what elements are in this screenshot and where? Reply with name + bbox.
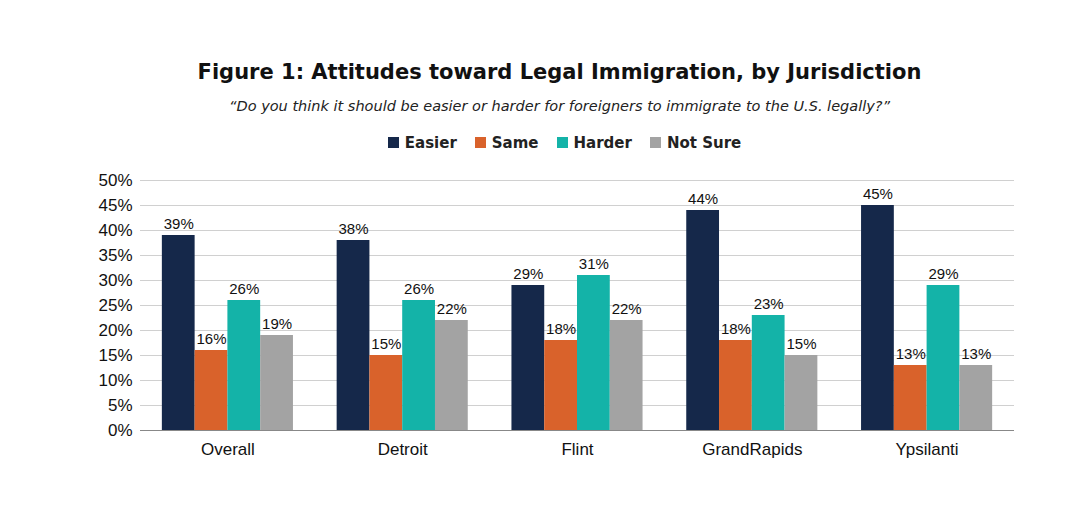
html-text:Easier: Easier: [404, 133, 457, 152]
svg-text:16%: 16%: [196, 330, 226, 347]
svg-text:GrandRapids: GrandRapids: [702, 440, 802, 459]
svg-text:5%: 5%: [108, 396, 133, 415]
svg-text:Ypsilanti: Ypsilanti: [896, 440, 959, 459]
svg-text:13%: 13%: [961, 345, 991, 362]
svg-text:50%: 50%: [98, 171, 132, 190]
svg-text:Detroit: Detroit: [378, 440, 428, 459]
html-text:Figure 1: Attitudes toward Leg: Figure 1: Attitudes toward Legal Immigra…: [197, 60, 922, 84]
svg-text:19%: 19%: [262, 315, 292, 332]
html-text:Same: Same: [491, 133, 539, 152]
svg-text:38%: 38%: [339, 220, 369, 237]
svg-text:29%: 29%: [513, 265, 543, 282]
svg-text:35%: 35%: [98, 246, 132, 265]
svg-text:30%: 30%: [98, 271, 132, 290]
svg-text:25%: 25%: [98, 296, 132, 315]
svg-text:26%: 26%: [404, 280, 434, 297]
svg-text:31%: 31%: [579, 255, 609, 272]
svg-text:40%: 40%: [98, 221, 132, 240]
svg-text:45%: 45%: [98, 196, 132, 215]
svg-text:0%: 0%: [108, 421, 133, 440]
svg-text:29%: 29%: [928, 265, 958, 282]
svg-text:10%: 10%: [98, 371, 132, 390]
svg-text:44%: 44%: [688, 190, 718, 207]
svg-text:18%: 18%: [546, 320, 576, 337]
svg-text:26%: 26%: [229, 280, 259, 297]
svg-text:45%: 45%: [863, 185, 893, 202]
svg-text:18%: 18%: [721, 320, 751, 337]
html-text:“Do you think it should be eas: “Do you think it should be easier or har…: [229, 98, 890, 114]
svg-text:13%: 13%: [896, 345, 926, 362]
html-text:Harder: Harder: [573, 133, 632, 152]
svg-text:15%: 15%: [371, 335, 401, 352]
svg-text:Overall: Overall: [201, 440, 255, 459]
svg-text:22%: 22%: [612, 300, 642, 317]
svg-text:20%: 20%: [98, 321, 132, 340]
svg-text:15%: 15%: [786, 335, 816, 352]
svg-text:Flint: Flint: [561, 440, 593, 459]
svg-text:39%: 39%: [164, 215, 194, 232]
html-text:Not Sure: Not Sure: [666, 133, 742, 152]
svg-text:23%: 23%: [754, 295, 784, 312]
svg-text:22%: 22%: [437, 300, 467, 317]
svg-text:15%: 15%: [98, 346, 132, 365]
